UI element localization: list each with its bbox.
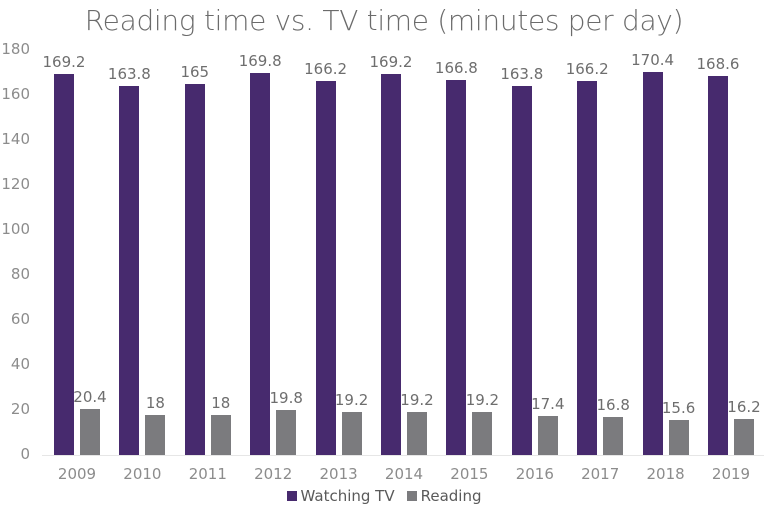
x-tick-label: 2018 <box>646 465 685 483</box>
y-tick-label: 160 <box>1 85 30 103</box>
bar-reading <box>80 409 100 455</box>
y-tick-label: 60 <box>10 310 30 328</box>
x-tick-label: 2012 <box>254 465 293 483</box>
data-label: 169.8 <box>238 51 282 70</box>
y-tick-label: 180 <box>1 40 30 58</box>
data-label: 168.6 <box>696 54 740 73</box>
data-label: 163.8 <box>500 65 544 84</box>
bar-reading <box>276 410 297 455</box>
data-label: 19.2 <box>465 390 500 409</box>
y-tick-label: 20 <box>10 400 30 418</box>
bar-watching-tv <box>446 79 467 455</box>
data-label: 170.4 <box>631 50 675 69</box>
data-label: 16.8 <box>596 396 630 415</box>
bar-watching-tv <box>577 81 598 455</box>
data-label: 17.4 <box>531 394 565 413</box>
data-label: 20.4 <box>73 388 107 407</box>
y-tick-label: 80 <box>10 265 30 283</box>
data-label: 169.2 <box>42 53 86 72</box>
bar-watching-tv <box>315 81 336 455</box>
y-tick-label: 140 <box>1 130 30 148</box>
y-tick-label: 100 <box>1 220 30 238</box>
bar-watching-tv <box>708 75 728 455</box>
bar-reading <box>472 411 493 455</box>
data-label: 19.2 <box>400 390 434 409</box>
bar-reading <box>537 415 558 455</box>
x-tick-label: 2009 <box>57 465 97 483</box>
bar-watching-tv <box>184 83 205 455</box>
data-label: 18 <box>211 393 231 412</box>
bar-watching-tv <box>250 72 271 455</box>
x-tick-label: 2019 <box>711 465 751 483</box>
bar-watching-tv <box>54 74 74 455</box>
x-tick-label: 2014 <box>384 465 424 483</box>
legend: Watching TV Reading <box>0 487 768 505</box>
legend-label: Watching TV <box>300 487 395 505</box>
x-axis-line <box>42 455 764 456</box>
y-tick-label: 0 <box>20 445 30 463</box>
bar-reading <box>145 414 166 455</box>
legend-swatch-icon <box>406 491 417 501</box>
legend-swatch-icon <box>286 491 297 501</box>
bar-watching-tv <box>642 71 663 455</box>
data-label: 16.2 <box>727 397 761 416</box>
data-label: 169.2 <box>369 53 413 72</box>
bar-reading <box>668 419 689 455</box>
y-tick-label: 40 <box>10 355 30 373</box>
bar-watching-tv <box>511 86 532 455</box>
data-label: 165 <box>180 62 210 81</box>
data-label: 15.6 <box>661 398 696 417</box>
x-tick-label: 2011 <box>188 465 227 483</box>
bar-reading <box>407 411 427 455</box>
bar-watching-tv <box>381 74 401 455</box>
data-label: 166.2 <box>304 60 348 79</box>
y-tick-label: 120 <box>1 175 30 193</box>
data-label: 163.8 <box>107 65 151 84</box>
legend-item-reading: Reading <box>406 487 482 505</box>
data-label: 166.8 <box>434 58 478 77</box>
x-tick-label: 2013 <box>319 465 358 483</box>
x-tick-label: 2015 <box>450 465 489 483</box>
data-label: 166.2 <box>565 60 609 79</box>
chart-title: Reading time vs. TV time (minutes per da… <box>84 4 684 37</box>
bar-reading <box>210 414 231 455</box>
data-label: 18 <box>145 393 165 412</box>
x-tick-label: 2016 <box>515 465 554 483</box>
bar-reading <box>734 418 754 455</box>
legend-item-watching-tv: Watching TV <box>286 487 395 505</box>
x-tick-label: 2017 <box>581 465 620 483</box>
data-label: 19.2 <box>334 390 369 409</box>
x-tick-label: 2010 <box>123 465 162 483</box>
bar-watching-tv <box>119 86 140 455</box>
bar-reading <box>341 411 362 455</box>
bar-reading <box>603 417 624 455</box>
data-label: 19.8 <box>269 389 303 408</box>
legend-label: Reading <box>420 487 482 505</box>
